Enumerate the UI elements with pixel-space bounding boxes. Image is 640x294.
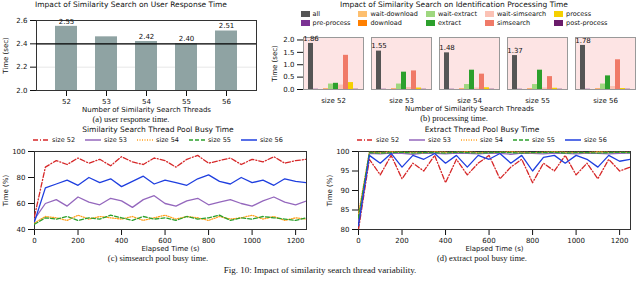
svg-text:2.42: 2.42 [139, 33, 155, 41]
html-text:size 53: size 53 [428, 136, 451, 144]
html-text:size 54: size 54 [480, 136, 503, 144]
html-text:Impact of Similarity Search on: Impact of Similarity Search on User Resp… [35, 0, 227, 9]
svg-text:0.0: 0.0 [283, 86, 294, 94]
svg-text:Number of Similarity Search Th: Number of Similarity Search Threads [405, 105, 534, 113]
svg-text:54: 54 [142, 98, 151, 107]
svg-text:0.5: 0.5 [283, 73, 294, 81]
html-text:simsearch: simsearch [497, 19, 531, 27]
svg-text:2.4: 2.4 [16, 40, 28, 48]
svg-text:size 52: size 52 [321, 97, 346, 105]
html-text:size 55: size 55 [532, 136, 555, 144]
svg-text:52: 52 [62, 98, 71, 106]
html-text:wait-download: wait-download [370, 10, 418, 18]
svg-text:600: 600 [482, 237, 496, 246]
html-text:process: process [566, 10, 592, 18]
svg-text:1.55: 1.55 [371, 42, 387, 50]
html-text:(a) user response time.: (a) user response time. [92, 114, 170, 124]
svg-text:56: 56 [222, 98, 231, 106]
svg-text:2.6: 2.6 [16, 17, 28, 25]
html-text:wait-extract: wait-extract [437, 10, 477, 18]
svg-text:1.0: 1.0 [283, 61, 294, 69]
svg-text:600: 600 [158, 237, 172, 246]
html-text:size 56: size 56 [583, 136, 607, 144]
html-text:pre-process: pre-process [312, 19, 351, 27]
svg-text:40: 40 [17, 226, 26, 234]
svg-text:80: 80 [341, 226, 350, 234]
svg-text:0: 0 [356, 237, 360, 245]
html-text:wait-simsearch: wait-simsearch [497, 10, 547, 18]
svg-text:1.48: 1.48 [439, 44, 455, 52]
svg-text:100: 100 [336, 148, 349, 156]
html-text:(d) extract pool busy time.: (d) extract pool busy time. [437, 253, 527, 263]
svg-text:100: 100 [12, 148, 25, 156]
svg-text:size 55: size 55 [525, 97, 550, 106]
svg-text:400: 400 [439, 237, 452, 245]
html-text:download: download [370, 19, 402, 27]
svg-text:200: 200 [71, 237, 84, 245]
svg-text:1.78: 1.78 [575, 37, 591, 45]
svg-text:53: 53 [102, 98, 111, 107]
svg-text:85: 85 [341, 206, 350, 214]
svg-text:Time (sec): Time (sec) [271, 45, 279, 83]
svg-text:80: 80 [17, 174, 26, 182]
svg-text:800: 800 [202, 237, 215, 245]
svg-text:2.0: 2.0 [16, 87, 27, 95]
svg-text:0: 0 [32, 237, 36, 245]
svg-text:800: 800 [526, 237, 539, 245]
svg-text:1200: 1200 [611, 237, 629, 245]
svg-text:2.55: 2.55 [59, 18, 75, 26]
html-text:Fig. 10: Impact of similarity: Fig. 10: Impact of similarity search thr… [223, 265, 417, 275]
html-text:(b) processing time.: (b) processing time. [420, 113, 488, 123]
svg-text:55: 55 [182, 98, 191, 107]
svg-text:size 54: size 54 [457, 97, 482, 106]
svg-text:1000: 1000 [243, 237, 261, 245]
svg-text:400: 400 [115, 237, 128, 245]
svg-text:size 53: size 53 [389, 97, 414, 106]
html-text:size 53: size 53 [104, 136, 127, 144]
html-text:extract: extract [437, 19, 461, 27]
svg-text:Elapsed Time (s): Elapsed Time (s) [141, 245, 199, 253]
svg-text:90: 90 [341, 187, 350, 195]
svg-text:Time (%): Time (%) [2, 175, 10, 208]
html-text:all: all [312, 10, 321, 18]
svg-text:Time (sec): Time (sec) [2, 37, 10, 75]
svg-text:1000: 1000 [567, 237, 585, 245]
svg-text:Time (%): Time (%) [326, 175, 334, 208]
svg-text:2.0: 2.0 [283, 36, 294, 44]
svg-text:2.51: 2.51 [219, 22, 235, 30]
html-text:size 52: size 52 [52, 136, 76, 144]
html-text:Impact of Similarity Search on: Impact of Similarity Search on Identific… [340, 0, 568, 9]
html-text:post-process: post-process [566, 19, 608, 27]
svg-text:1.37: 1.37 [507, 47, 523, 55]
svg-text:200: 200 [395, 237, 408, 245]
svg-text:2.2: 2.2 [16, 63, 27, 71]
html-text:size 56: size 56 [259, 136, 283, 144]
svg-text:size 56: size 56 [593, 97, 618, 105]
svg-text:95: 95 [341, 167, 350, 175]
html-text:size 54: size 54 [156, 136, 179, 144]
svg-text:1200: 1200 [287, 237, 305, 245]
svg-text:1.86: 1.86 [303, 35, 319, 43]
html-text:size 52: size 52 [376, 136, 400, 144]
svg-text:2.40: 2.40 [179, 35, 195, 43]
html-text:size 55: size 55 [208, 136, 231, 144]
svg-text:Number of Similarity Search Th: Number of Similarity Search Threads [82, 106, 211, 114]
svg-text:60: 60 [17, 200, 26, 208]
html-text:Extract Thread Pool Busy Time: Extract Thread Pool Busy Time [424, 125, 540, 134]
html-text:Similarity Search Thread Pool: Similarity Search Thread Pool Busy Time [82, 125, 234, 134]
svg-text:Elapsed Time (s): Elapsed Time (s) [465, 245, 523, 253]
html-text:(c) simsearch pool busy time.: (c) simsearch pool busy time. [107, 253, 209, 263]
svg-text:1.5: 1.5 [283, 49, 294, 57]
